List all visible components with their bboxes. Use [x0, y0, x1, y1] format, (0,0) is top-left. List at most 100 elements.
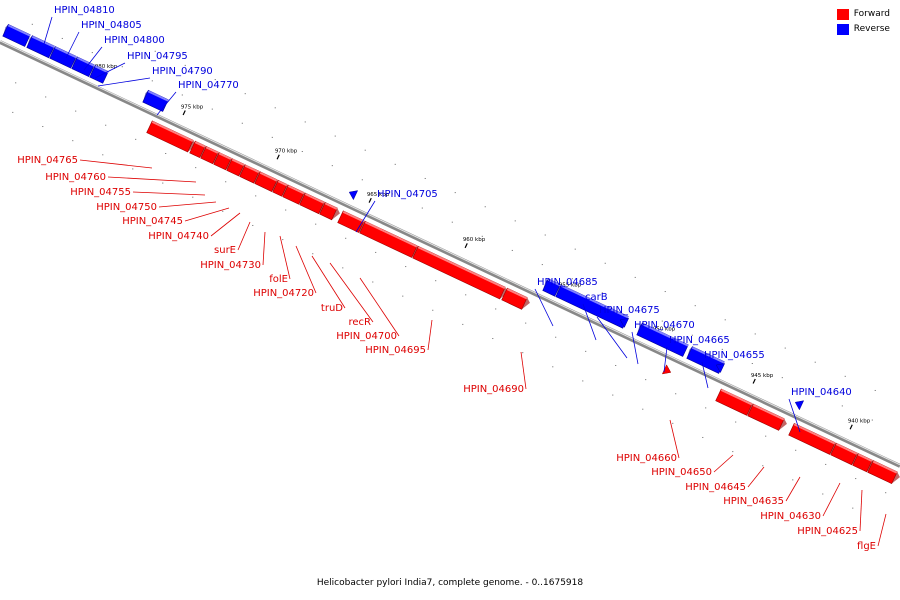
- background-dot: [12, 111, 14, 113]
- gene-label-hpin-04640: HPIN_04640: [791, 387, 852, 398]
- background-dot: [484, 206, 486, 208]
- background-dot: [91, 52, 93, 54]
- gene-hpin-04690: [501, 287, 530, 310]
- background-dot: [454, 192, 456, 194]
- leader-hpin-04745: [184, 207, 230, 222]
- kbp-tick: 940 kbp: [848, 419, 871, 430]
- kbp-tick-label: 950 kbp: [653, 327, 676, 333]
- background-dot: [285, 209, 287, 211]
- background-dot: [345, 237, 347, 239]
- gene-label-hpin-04805: HPIN_04805: [81, 20, 142, 31]
- gene-arrow: [661, 364, 672, 375]
- gene-hpin-04685: [542, 278, 561, 297]
- background-dot: [315, 223, 317, 225]
- gene-bevel: [147, 90, 169, 102]
- background-dot: [762, 465, 764, 467]
- background-dot: [634, 276, 636, 278]
- gene-bevel: [560, 284, 629, 319]
- kbp-tick-label: 980 kbp: [95, 64, 118, 70]
- gene-bevel: [94, 65, 109, 74]
- leader-hpin-04790: [97, 77, 151, 87]
- gene-endcap: [187, 140, 196, 152]
- gene-body: [146, 120, 194, 153]
- leader-trud: [311, 255, 346, 309]
- background-dot: [105, 124, 107, 126]
- leader-hpin-04720: [295, 245, 317, 294]
- leader-hpin-04705: [355, 200, 376, 233]
- gene-bevel: [793, 423, 836, 445]
- background-dot: [271, 136, 273, 138]
- gene-arrow: [794, 400, 805, 411]
- background-dot: [612, 394, 614, 396]
- gene-endcap: [521, 297, 530, 310]
- leader-hpin-04760: [107, 176, 197, 183]
- gene-bevel: [194, 141, 206, 148]
- background-dot: [784, 347, 786, 349]
- gene-hpin-04670: [636, 322, 689, 357]
- background-dot: [124, 36, 126, 38]
- background-dot: [664, 291, 666, 293]
- kbp-tick-mark: [368, 197, 372, 203]
- background-dot: [751, 363, 753, 365]
- background-dot: [781, 377, 783, 379]
- background-dot: [574, 248, 576, 250]
- gene-endcap: [686, 346, 693, 359]
- gene-bevel: [304, 193, 325, 204]
- gene-endcap: [26, 35, 33, 48]
- leader-hpin-04740: [210, 212, 241, 237]
- background-dot: [844, 375, 846, 377]
- background-dot: [195, 167, 197, 169]
- gene-hpin-04675: [619, 317, 630, 328]
- gene-endcap: [542, 278, 549, 291]
- kbp-tick-label: 970 kbp: [275, 149, 298, 155]
- gene-label-hpin-04730: HPIN_04730: [200, 260, 261, 271]
- gene-label-hpin-04770: HPIN_04770: [178, 80, 239, 91]
- background-dot: [225, 181, 227, 183]
- gene-bevel: [151, 120, 194, 143]
- background-dot: [871, 419, 873, 421]
- gene-bevel: [31, 35, 55, 48]
- background-dot: [631, 306, 633, 308]
- gene-bevel: [7, 24, 31, 37]
- gene-label-hpin-04685: HPIN_04685: [537, 277, 598, 288]
- kbp-tick: 965 kbp: [367, 192, 390, 203]
- kbp-tick-mark: [752, 378, 756, 384]
- gene-endcap: [142, 90, 149, 103]
- gene-bevel: [259, 171, 278, 182]
- background-dot: [552, 366, 554, 368]
- gene-bevel: [752, 404, 785, 421]
- background-dot: [481, 235, 483, 237]
- leader-hpin-04645: [747, 466, 765, 488]
- gene-blocks: [2, 23, 900, 485]
- background-dot: [192, 196, 194, 198]
- leader-hpin-04805: [65, 31, 80, 59]
- gene-label-hpin-04765: HPIN_04765: [17, 155, 78, 166]
- gene-endcap: [2, 24, 9, 37]
- background-dot: [495, 308, 497, 310]
- gene-label-hpin-04705: HPIN_04705: [377, 189, 438, 200]
- background-dot: [132, 168, 134, 170]
- background-dot: [211, 108, 213, 110]
- leader-hpin-04670: [631, 331, 639, 365]
- background-dot: [282, 239, 284, 241]
- gene-label-hpin-04675: HPIN_04675: [599, 305, 660, 316]
- background-dot: [694, 305, 696, 307]
- gene-hpin-04705: [348, 190, 359, 201]
- background-dot: [421, 207, 423, 209]
- leader-hpin-04655: [701, 361, 709, 389]
- background-dot: [312, 253, 314, 255]
- leader-hpin-04755: [132, 191, 206, 196]
- background-dot: [544, 234, 546, 236]
- background-dot: [241, 122, 243, 124]
- gene-label-hpin-04650: HPIN_04650: [651, 467, 712, 478]
- background-dot: [672, 422, 674, 424]
- legend-reverse-label: Reverse: [853, 24, 890, 34]
- gene-hpin-04805: [26, 35, 55, 59]
- background-dot: [754, 333, 756, 335]
- background-dot: [72, 140, 74, 142]
- background-dot: [465, 294, 467, 296]
- background-dot: [691, 334, 693, 336]
- background-dot: [795, 449, 797, 451]
- kbp-tick-label: 960 kbp: [463, 237, 486, 243]
- background-dot: [874, 389, 876, 391]
